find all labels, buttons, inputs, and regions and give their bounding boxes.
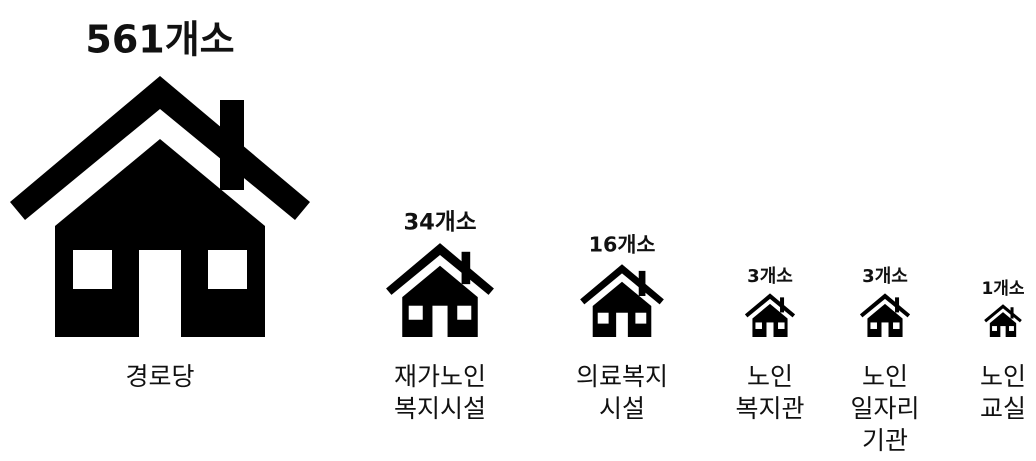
category-label: 일자리 [850, 394, 919, 423]
door [616, 312, 628, 337]
category-label: 경로당 [125, 362, 194, 391]
value-label: 561개소 [85, 17, 234, 61]
window [73, 250, 112, 289]
category-label: 복지시설 [394, 394, 486, 423]
house-icon [386, 243, 494, 337]
roof [10, 76, 310, 220]
house-icon [859, 293, 911, 337]
window [992, 326, 997, 331]
category-label: 기관 [862, 426, 908, 455]
value-label: 34개소 [403, 209, 476, 235]
window [755, 322, 762, 329]
door [881, 322, 889, 337]
window [893, 322, 900, 329]
category-label: 교실 [980, 394, 1026, 423]
category-label: 노인 [980, 362, 1026, 391]
roof [744, 293, 796, 318]
category-label: 시설 [599, 394, 645, 423]
roof [386, 243, 494, 295]
category-label: 의료복지 [576, 362, 668, 391]
window [208, 250, 247, 289]
category-label: 복지관 [735, 394, 804, 423]
window [408, 305, 423, 320]
house-icon [744, 293, 796, 337]
roof [984, 304, 1022, 323]
window [635, 312, 647, 324]
category-label: 재가노인 [394, 362, 486, 391]
house-icon [10, 76, 310, 337]
value-label: 3개소 [862, 266, 908, 287]
roof [580, 264, 664, 305]
house-icon [580, 264, 664, 337]
door [139, 250, 181, 337]
category-label: 노인 [862, 362, 908, 391]
door [1000, 326, 1006, 337]
window [870, 322, 877, 329]
door [432, 305, 448, 337]
category-label: 노인 [747, 362, 793, 391]
window [778, 322, 785, 329]
door [766, 322, 774, 337]
window [597, 312, 609, 324]
window [1009, 326, 1014, 331]
value-label: 1개소 [981, 279, 1024, 299]
window [457, 305, 472, 320]
house-icon [984, 304, 1022, 337]
value-label: 3개소 [747, 266, 793, 287]
roof [859, 293, 911, 318]
value-label: 16개소 [589, 233, 656, 257]
